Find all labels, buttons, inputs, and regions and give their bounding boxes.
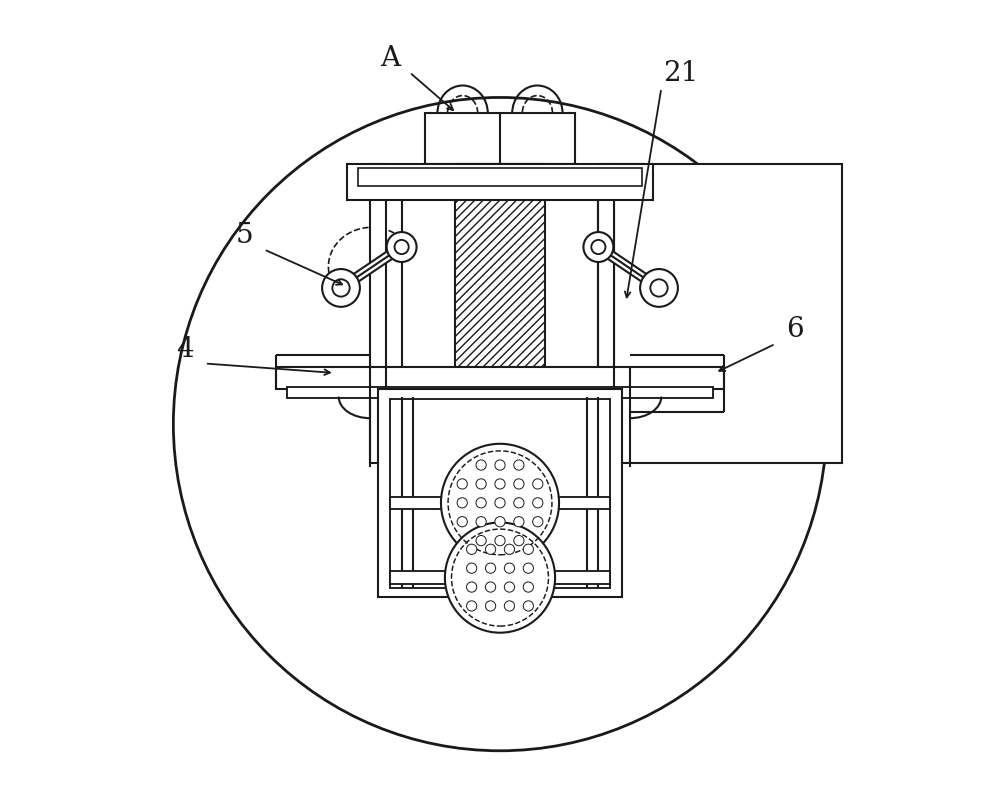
Bar [390,497,610,509]
Circle shape [533,517,543,527]
Circle shape [457,517,467,527]
Circle shape [523,601,533,611]
Circle shape [457,497,467,508]
Circle shape [523,563,533,574]
Circle shape [495,479,505,489]
Circle shape [476,460,486,470]
Circle shape [395,240,409,254]
Circle shape [476,497,486,508]
Circle shape [322,269,360,307]
Circle shape [504,544,515,554]
Bar [370,164,386,464]
Bar [276,367,724,388]
Circle shape [523,582,533,592]
Circle shape [533,497,543,508]
Bar [347,164,653,199]
Circle shape [514,536,524,545]
Text: A: A [380,45,400,71]
Bar [287,387,713,398]
Bar [425,113,575,164]
Circle shape [495,517,505,527]
Circle shape [495,536,505,545]
Circle shape [514,517,524,527]
Circle shape [476,536,486,545]
Circle shape [523,544,533,554]
Circle shape [467,601,477,611]
Circle shape [485,601,496,611]
Bar [614,164,842,464]
Bar [390,399,610,588]
Circle shape [495,460,505,470]
Circle shape [485,544,496,554]
Text: 5: 5 [235,222,253,248]
Circle shape [457,479,467,489]
Bar [390,571,610,584]
Circle shape [591,240,605,254]
Bar [358,168,642,186]
Circle shape [441,444,559,562]
Bar [455,164,545,468]
Circle shape [640,269,678,307]
Circle shape [533,479,543,489]
Circle shape [514,479,524,489]
Circle shape [467,582,477,592]
Circle shape [485,563,496,574]
Circle shape [332,280,350,296]
Circle shape [495,497,505,508]
Text: 6: 6 [786,316,804,343]
Circle shape [467,563,477,574]
Circle shape [467,544,477,554]
Circle shape [387,232,417,262]
Text: 21: 21 [663,60,699,87]
Circle shape [476,517,486,527]
Circle shape [485,582,496,592]
Circle shape [445,522,555,633]
Circle shape [504,582,515,592]
Circle shape [514,460,524,470]
Circle shape [476,479,486,489]
Circle shape [504,563,515,574]
Bar [378,388,622,598]
Circle shape [583,232,613,262]
Circle shape [504,601,515,611]
Bar [598,164,614,464]
Circle shape [514,497,524,508]
Text: 4: 4 [176,336,194,363]
Circle shape [650,280,668,296]
